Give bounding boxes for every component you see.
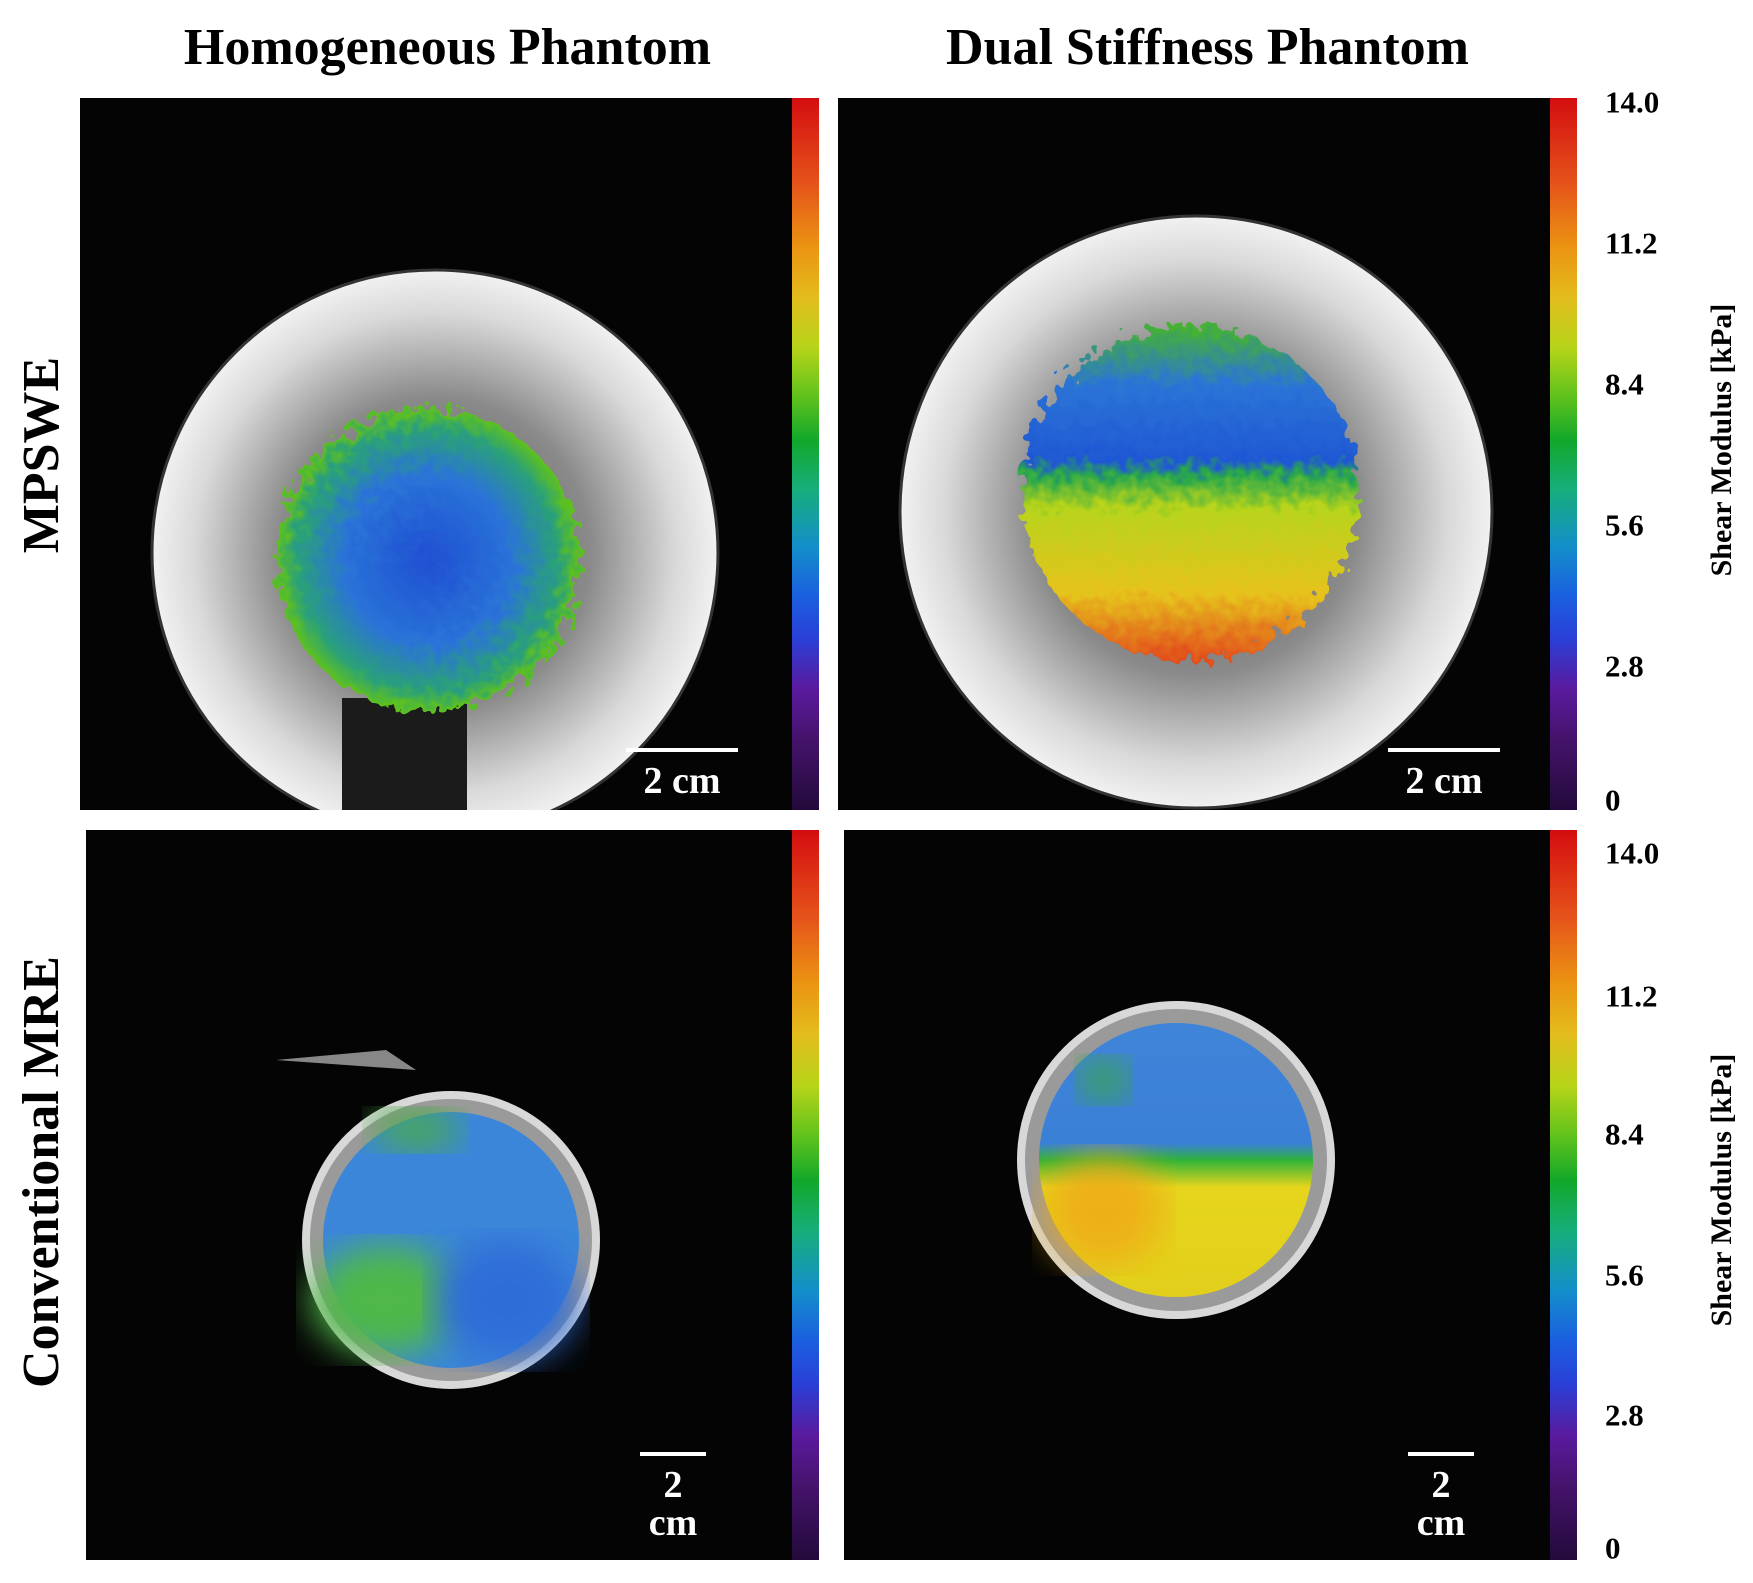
scale-bar: 2 cm (640, 1452, 706, 1542)
scale-bar: 2 cm (1408, 1452, 1474, 1542)
colorbar-mpswe-dual (1550, 98, 1577, 810)
colorbar-title: Shear Modulus [kPa] (1705, 303, 1738, 577)
mpswe-dual-image (898, 214, 1494, 810)
colorbar-tick: 11.2 (1605, 225, 1658, 261)
colorbar-tick: 8.4 (1605, 366, 1644, 402)
colorbar-tick: 2.8 (1605, 648, 1644, 684)
row-title-mpswe: MPSWE (13, 356, 70, 554)
colorbar-tick: 14.0 (1605, 835, 1660, 871)
mre-homogeneous-panel: 2 cm (86, 830, 792, 1560)
mpswe-homogeneous-panel: 2 cm (80, 98, 792, 810)
colorbar-title: Shear Modulus [kPa] (1705, 1053, 1738, 1327)
column-title-dual-stiffness: Dual Stiffness Phantom (946, 19, 1469, 76)
mre-dual-panel: 2 cm (844, 830, 1550, 1560)
colorbar-tick: 5.6 (1605, 507, 1644, 543)
colorbar-tick: 11.2 (1605, 978, 1658, 1014)
scale-bar: 2 cm (1388, 748, 1500, 800)
row-title-conventional-mre: Conventional MRE (13, 956, 70, 1388)
mre-dual-image (1017, 1001, 1335, 1319)
colorbar-mpswe-homogeneous (792, 98, 819, 810)
mre-homogeneous-image (276, 1050, 600, 1389)
scale-bar: 2 cm (626, 748, 738, 800)
colorbar-tick: 0 (1605, 782, 1621, 818)
column-title-homogeneous: Homogeneous Phantom (183, 19, 712, 76)
mpswe-dual-panel: 2 cm (838, 98, 1550, 810)
colorbar-tick: 5.6 (1605, 1257, 1644, 1293)
mpswe-homogeneous-image (150, 268, 720, 810)
colorbar-tick: 14.0 (1605, 84, 1660, 120)
colorbar-mre-dual (1550, 830, 1577, 1560)
colorbar-mre-homogeneous (792, 830, 819, 1560)
colorbar-tick: 0 (1605, 1530, 1621, 1566)
colorbar-tick: 8.4 (1605, 1116, 1644, 1152)
colorbar-tick: 2.8 (1605, 1397, 1644, 1433)
